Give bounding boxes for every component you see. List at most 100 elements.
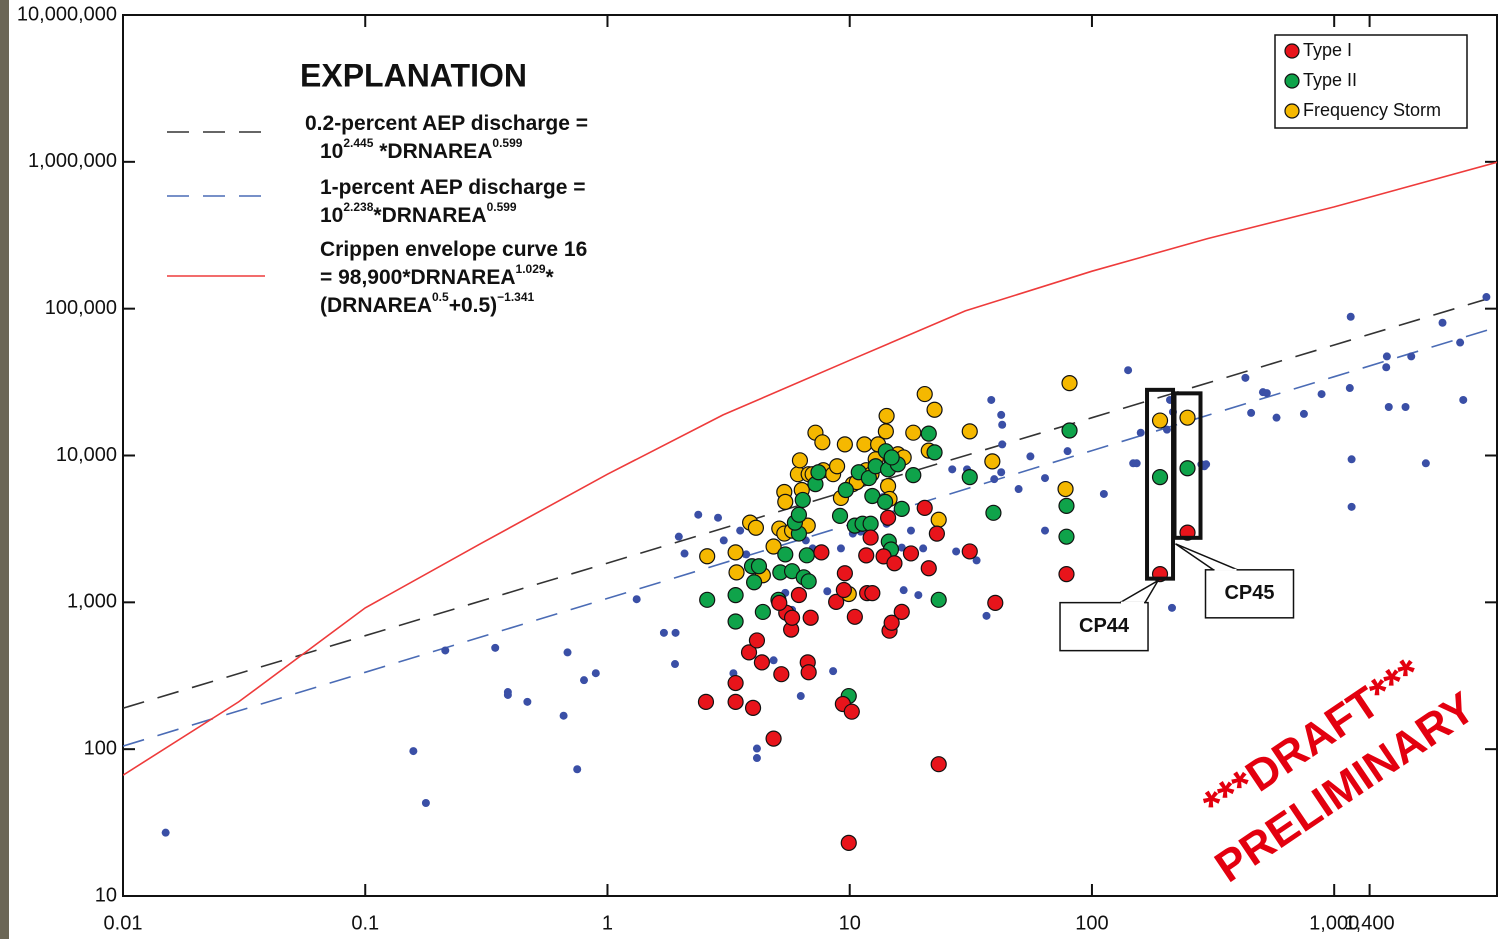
gage-point (1247, 408, 1256, 417)
gage-point (897, 543, 906, 552)
legend-marker (1284, 73, 1300, 89)
gage-point (1041, 474, 1050, 483)
data-point (1179, 460, 1196, 477)
data-point (864, 584, 881, 602)
y-tick-label: 10,000 (56, 444, 117, 466)
gage-point (742, 550, 751, 559)
data-point (794, 491, 811, 509)
data-point (765, 730, 782, 747)
data-point (1057, 480, 1074, 498)
gage-point (736, 526, 745, 535)
label-part: 10 (320, 204, 343, 227)
gage-point (563, 648, 572, 657)
gage-point (559, 711, 568, 720)
gage-point (1347, 502, 1356, 511)
callout-box (1204, 569, 1295, 619)
data-point (886, 555, 903, 572)
data-point (858, 547, 875, 564)
x-tick-label: 1,000 (1309, 912, 1359, 934)
data-point (961, 423, 978, 440)
data-point (699, 548, 716, 565)
x-tick-label: 0.1 (351, 912, 379, 934)
gage-point (906, 526, 915, 535)
data-point (916, 385, 933, 403)
gage-point (580, 676, 589, 685)
gage-point (752, 744, 761, 753)
data-point (802, 609, 819, 626)
data-point (765, 538, 782, 555)
data-point (928, 525, 945, 542)
data-point (748, 632, 766, 649)
data-point (930, 756, 947, 773)
data-point (800, 664, 817, 681)
gage-point (1041, 526, 1050, 535)
data-point (985, 504, 1002, 521)
gage-point (161, 828, 170, 837)
gage-point (998, 440, 1007, 449)
gage-point (719, 536, 728, 545)
data-point (728, 564, 745, 581)
gage-point (1262, 389, 1271, 398)
data-point (753, 654, 771, 671)
data-point (837, 481, 854, 499)
data-point (831, 507, 849, 524)
gage-point (671, 660, 680, 669)
gage-point (982, 611, 991, 620)
x-tick-label: 10 (839, 912, 861, 934)
data-point (727, 693, 744, 710)
gage-point (1124, 366, 1133, 375)
callout-label: CP45 (1224, 582, 1274, 604)
y-tick-label: 1,000,000 (28, 150, 117, 172)
data-point (790, 506, 808, 523)
explanation-line: 0.2-percent AEP discharge = (305, 112, 588, 135)
data-point (744, 699, 762, 717)
data-point (798, 547, 815, 564)
legend-label: Type I (1303, 40, 1352, 60)
gage-point (1401, 402, 1410, 411)
superscript: −1.341 (497, 290, 534, 304)
data-point (862, 515, 879, 532)
superscript: 0.599 (492, 136, 522, 150)
gage-point (1459, 395, 1468, 404)
gage-point (1299, 409, 1308, 418)
gage-point (1456, 338, 1465, 347)
x-tick-label: 1,400 (1345, 912, 1395, 934)
gage-point (948, 465, 957, 474)
data-point (1179, 409, 1196, 426)
gage-point (972, 556, 981, 565)
gage-point (1407, 352, 1416, 361)
gage-point (919, 544, 928, 553)
callout-pointer (1175, 543, 1238, 571)
label-part: * (546, 266, 555, 289)
data-point (836, 436, 853, 453)
label-part: *DRNAREA (373, 140, 492, 163)
gage-point (1384, 402, 1393, 411)
gage-point (1382, 352, 1391, 361)
gage-point (409, 747, 418, 756)
gage-point (1382, 363, 1391, 372)
data-point (930, 511, 947, 528)
data-point (697, 693, 715, 710)
explanation-line: (DRNAREA0.5+0.5)−1.341 (320, 290, 535, 316)
data-point (828, 593, 845, 610)
gage-point (523, 697, 532, 706)
highlight-box (1172, 391, 1203, 540)
data-point (905, 424, 922, 441)
data-point (1058, 566, 1075, 583)
gage-point (990, 475, 999, 484)
data-point (856, 436, 873, 453)
x-tick-label: 1 (602, 912, 613, 934)
gage-point (659, 628, 668, 637)
gage-point (1421, 459, 1430, 468)
y-tick-label: 10 (95, 884, 117, 906)
data-point (783, 609, 801, 626)
data-point (727, 544, 744, 561)
data-point (754, 603, 771, 621)
gage-point (769, 656, 778, 665)
data-point (902, 545, 920, 562)
explanation-line: = 98,900*DRNAREA1.029* (320, 262, 555, 288)
gage-point (1345, 384, 1354, 393)
callout-pointer (1117, 578, 1161, 604)
explanation-title: EXPLANATION (300, 57, 527, 93)
